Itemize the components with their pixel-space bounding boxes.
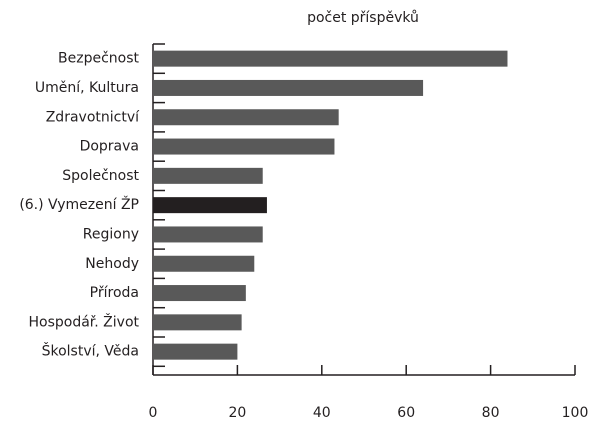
x-tick-label: 20 bbox=[228, 405, 246, 421]
bar bbox=[153, 167, 263, 184]
bar bbox=[153, 314, 242, 331]
x-tick-label: 80 bbox=[482, 405, 500, 421]
y-tick-label: Školství, Věda bbox=[42, 342, 139, 360]
y-tick-label: Nehody bbox=[85, 256, 139, 272]
x-tick-label: 40 bbox=[313, 405, 331, 421]
bar bbox=[153, 79, 424, 96]
bar bbox=[153, 226, 263, 243]
y-tick-label: Umění, Kultura bbox=[35, 80, 139, 96]
y-tick-label: Společnost bbox=[62, 168, 139, 184]
y-tick-label: Zdravotnictví bbox=[46, 109, 140, 125]
y-tick-label: Doprava bbox=[80, 139, 139, 155]
bar bbox=[153, 138, 335, 155]
bar bbox=[153, 109, 339, 126]
bar bbox=[153, 255, 255, 272]
x-tick-label: 0 bbox=[149, 405, 158, 421]
y-tick-label: Příroda bbox=[90, 285, 139, 301]
y-tick-label: Regiony bbox=[83, 226, 139, 242]
bar bbox=[153, 343, 238, 360]
x-tick-label: 100 bbox=[562, 405, 589, 421]
y-tick-label: Hospodář. Život bbox=[29, 312, 140, 330]
y-tick-label: (6.) Vymezení ŽP bbox=[19, 195, 139, 213]
bar bbox=[153, 197, 267, 214]
x-tick-label: 60 bbox=[397, 405, 415, 421]
bar bbox=[153, 50, 508, 67]
bar bbox=[153, 285, 246, 302]
chart-title: počet příspěvků bbox=[307, 10, 419, 26]
y-tick-label: Bezpečnost bbox=[58, 51, 139, 67]
